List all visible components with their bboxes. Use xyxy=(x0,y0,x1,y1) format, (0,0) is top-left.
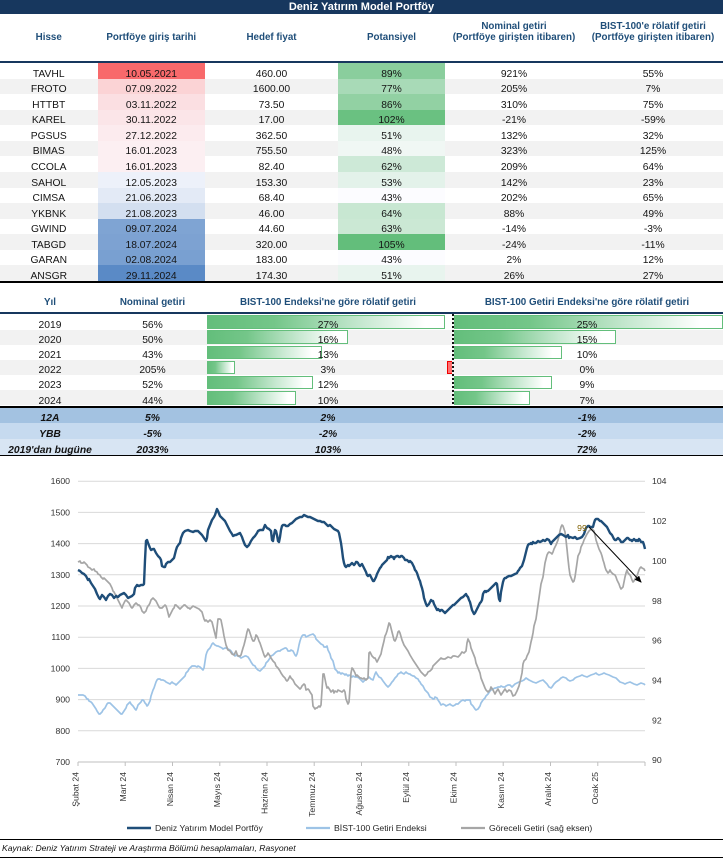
svg-text:1100: 1100 xyxy=(51,632,70,642)
svg-text:102: 102 xyxy=(652,516,667,526)
svg-text:BİST-100 Getiri Endeksi: BİST-100 Getiri Endeksi xyxy=(334,823,427,833)
svg-text:Eylül 24: Eylül 24 xyxy=(401,772,411,803)
svg-text:90: 90 xyxy=(652,755,662,765)
svg-text:Ağustos 24: Ağustos 24 xyxy=(354,772,364,816)
svg-text:92: 92 xyxy=(652,715,662,725)
svg-text:98: 98 xyxy=(652,596,662,606)
svg-text:100: 100 xyxy=(652,556,667,566)
svg-text:96: 96 xyxy=(652,636,662,646)
svg-text:94: 94 xyxy=(652,676,662,686)
svg-text:Ocak 25: Ocak 25 xyxy=(590,772,600,805)
svg-text:Mart 24: Mart 24 xyxy=(118,772,128,802)
svg-text:800: 800 xyxy=(56,726,71,736)
svg-text:1600: 1600 xyxy=(51,476,70,486)
svg-text:Ekim 24: Ekim 24 xyxy=(449,772,459,804)
svg-text:99: 99 xyxy=(577,523,587,533)
svg-text:1400: 1400 xyxy=(51,539,70,549)
svg-text:Nisan 24: Nisan 24 xyxy=(165,772,175,806)
svg-text:1200: 1200 xyxy=(51,601,70,611)
svg-text:900: 900 xyxy=(56,695,71,705)
svg-text:Mayıs 24: Mayıs 24 xyxy=(212,772,222,807)
svg-text:Temmuz 24: Temmuz 24 xyxy=(307,772,317,817)
svg-text:Göreceli Getiri (sağ eksen): Göreceli Getiri (sağ eksen) xyxy=(489,823,592,833)
svg-text:1000: 1000 xyxy=(51,663,70,673)
svg-text:700: 700 xyxy=(56,757,71,767)
svg-text:Deniz Yatırım Model Portföy: Deniz Yatırım Model Portföy xyxy=(155,823,263,833)
svg-text:1300: 1300 xyxy=(51,570,70,580)
svg-text:Haziran 24: Haziran 24 xyxy=(260,772,270,814)
svg-text:Şubat 24: Şubat 24 xyxy=(71,772,81,807)
svg-text:Kasım 24: Kasım 24 xyxy=(496,772,506,809)
svg-text:104: 104 xyxy=(652,476,667,486)
svg-text:Aralık 24: Aralık 24 xyxy=(543,772,553,806)
svg-text:1500: 1500 xyxy=(51,507,70,517)
